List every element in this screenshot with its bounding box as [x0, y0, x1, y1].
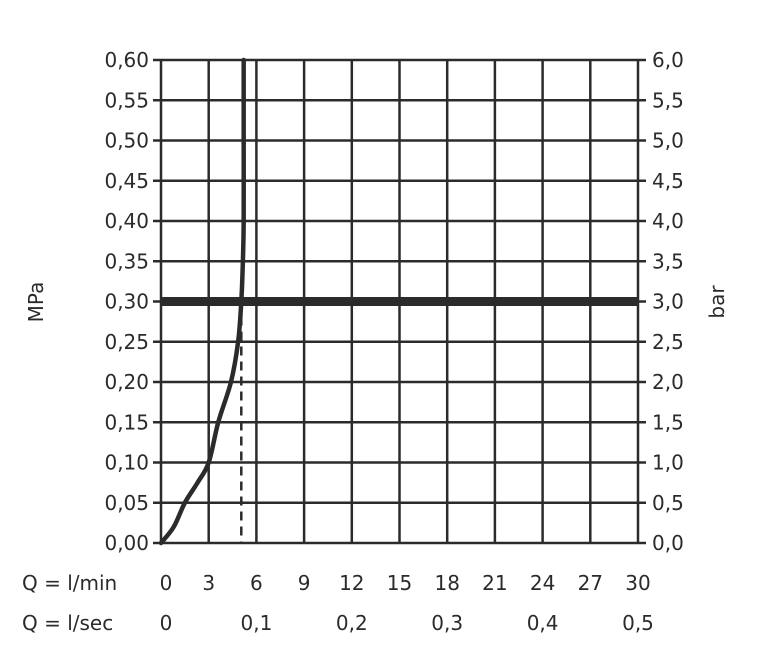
y-tick-label-left: 0,50 [104, 129, 149, 153]
y-tick-label-left: 0,55 [104, 88, 149, 112]
y-tick-label-right: 5,5 [652, 88, 684, 112]
x-axis-row-label: Q = l/sec [22, 611, 113, 635]
y-tick-label-right: 0,5 [652, 491, 684, 515]
x-tick-label: 24 [530, 571, 555, 595]
x-tick-label: 9 [298, 571, 311, 595]
y-tick-label-left: 0,60 [104, 48, 149, 72]
x-tick-label: 3 [202, 571, 215, 595]
x-tick-label: 0,3 [431, 611, 463, 635]
x-tick-label: 27 [578, 571, 603, 595]
x-tick-label: 6 [250, 571, 263, 595]
y-tick-label-left: 0,00 [104, 531, 149, 555]
x-tick-label: 12 [339, 571, 364, 595]
y-tick-label-left: 0,45 [104, 169, 149, 193]
x-tick-label: 0,2 [336, 611, 368, 635]
y-tick-label-right: 4,0 [652, 209, 684, 233]
y-tick-label-right: 1,0 [652, 451, 684, 475]
x-tick-label: 0,1 [240, 611, 272, 635]
y-tick-label-left: 0,30 [104, 290, 149, 314]
y-axis-label-right: bar [705, 285, 729, 319]
x-tick-label: 21 [482, 571, 507, 595]
series-line-0 [158, 57, 246, 546]
y-tick-label-right: 6,0 [652, 48, 684, 72]
y-tick-label-left: 0,05 [104, 491, 149, 515]
x-tick-label: 0 [160, 571, 173, 595]
x-tick-label: 0,5 [622, 611, 654, 635]
y-tick-label-right: 3,0 [652, 290, 684, 314]
x-tick-label: 0,4 [527, 611, 559, 635]
y-tick-label-right: 5,0 [652, 129, 684, 153]
y-tick-label-left: 0,40 [104, 209, 149, 233]
y-tick-label-right: 2,0 [652, 370, 684, 394]
x-tick-label: 18 [434, 571, 459, 595]
x-tick-label: 0 [160, 611, 173, 635]
y-tick-label-left: 0,35 [104, 249, 149, 273]
y-tick-label-right: 1,5 [652, 410, 684, 434]
y-tick-label-right: 4,5 [652, 169, 684, 193]
x-axis-row-label: Q = l/min [22, 571, 117, 595]
y-tick-label-left: 0,20 [104, 370, 149, 394]
y-tick-label-left: 0,10 [104, 451, 149, 475]
y-tick-label-right: 3,5 [652, 249, 684, 273]
y-axis-label-left: MPa [24, 282, 48, 323]
y-tick-label-right: 0,0 [652, 531, 684, 555]
y-tick-label-left: 0,25 [104, 330, 149, 354]
x-tick-label: 15 [387, 571, 412, 595]
x-tick-label: 30 [625, 571, 650, 595]
y-tick-label-right: 2,5 [652, 330, 684, 354]
y-tick-label-left: 0,15 [104, 410, 149, 434]
